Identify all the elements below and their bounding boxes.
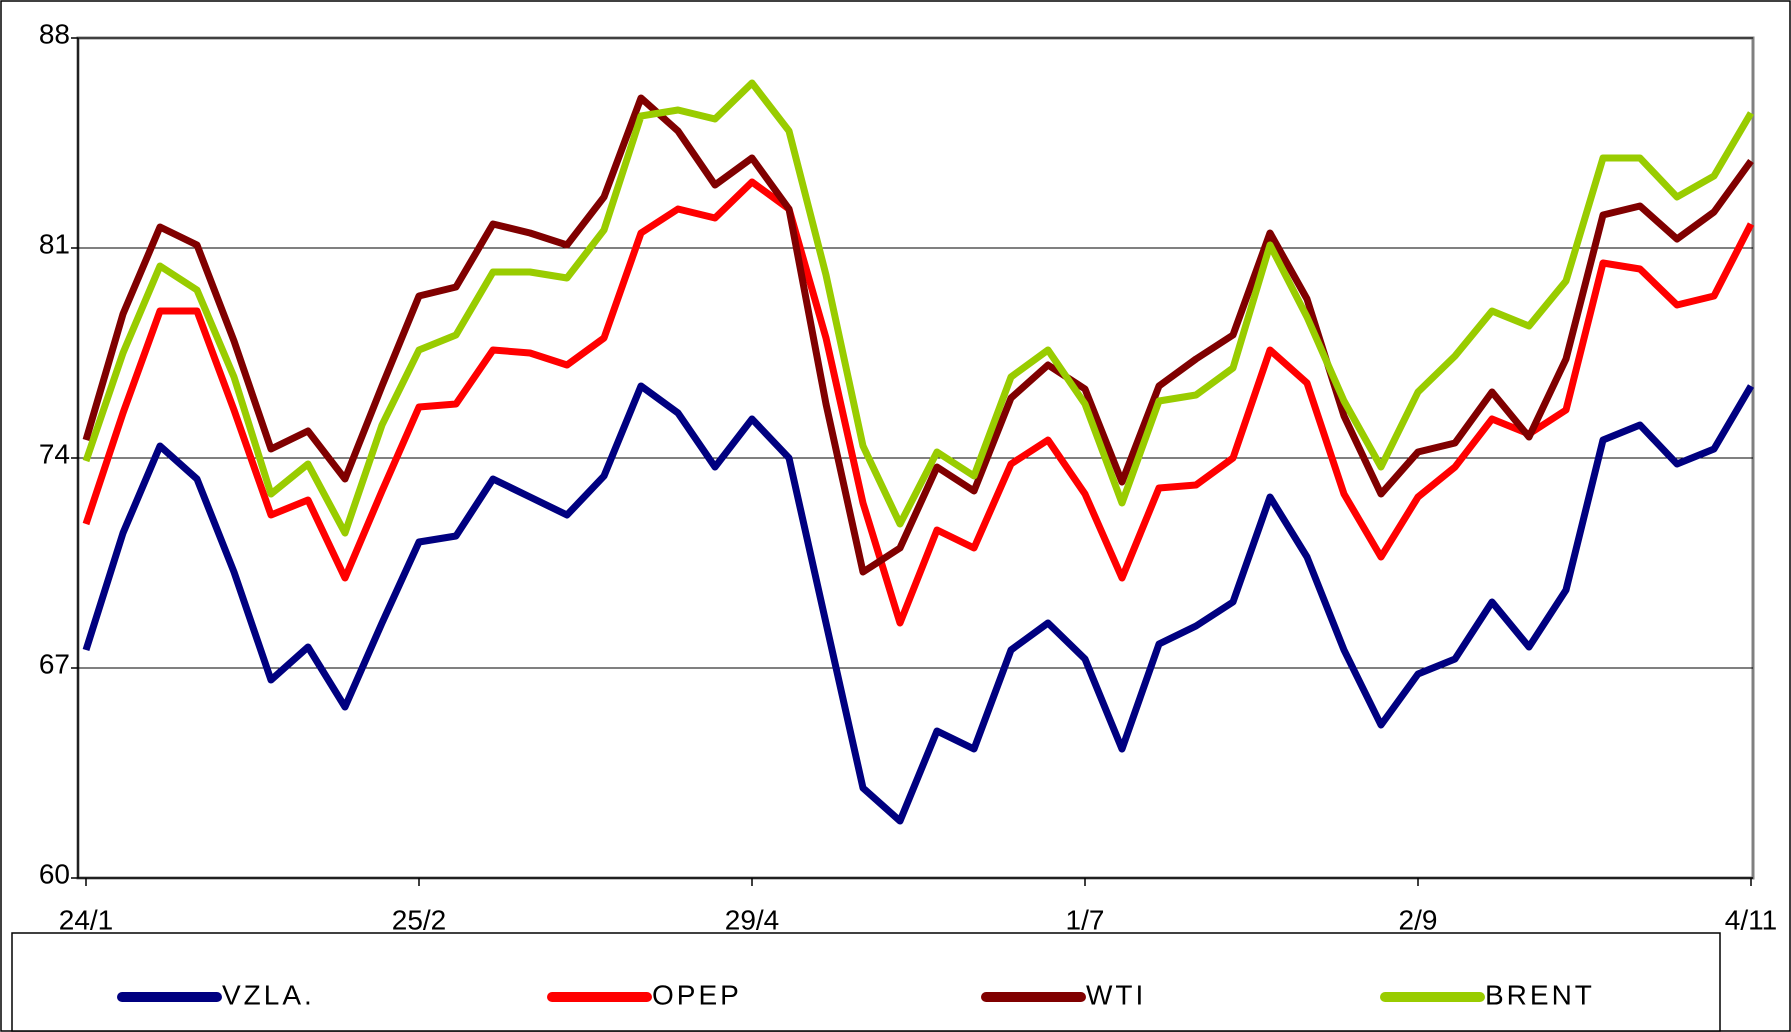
- x-tick-label: 2/9: [1399, 904, 1438, 935]
- y-tick-label: 81: [39, 228, 70, 259]
- x-tick-label: 1/7: [1066, 904, 1105, 935]
- legend-label: BRENT: [1485, 979, 1595, 1010]
- x-tick-label: 24/1: [59, 904, 114, 935]
- x-tick-label: 29/4: [725, 904, 780, 935]
- series-line: [82, 178, 1755, 627]
- legend-label: VZLA.: [222, 979, 315, 1010]
- series-line: [82, 79, 1755, 537]
- legend-label: WTI: [1086, 979, 1146, 1010]
- series-line: [82, 94, 1754, 576]
- y-tick-label: 74: [39, 438, 70, 469]
- y-tick-label: 60: [39, 858, 70, 889]
- legend-label: OPEP: [652, 979, 742, 1010]
- y-tick-label: 67: [39, 648, 70, 679]
- series-line: [82, 382, 1755, 825]
- x-tick-label: 25/2: [392, 904, 447, 935]
- x-tick-label: 4/11: [1725, 904, 1777, 935]
- y-tick-label: 88: [39, 18, 70, 49]
- legend-box: [11, 932, 1721, 1032]
